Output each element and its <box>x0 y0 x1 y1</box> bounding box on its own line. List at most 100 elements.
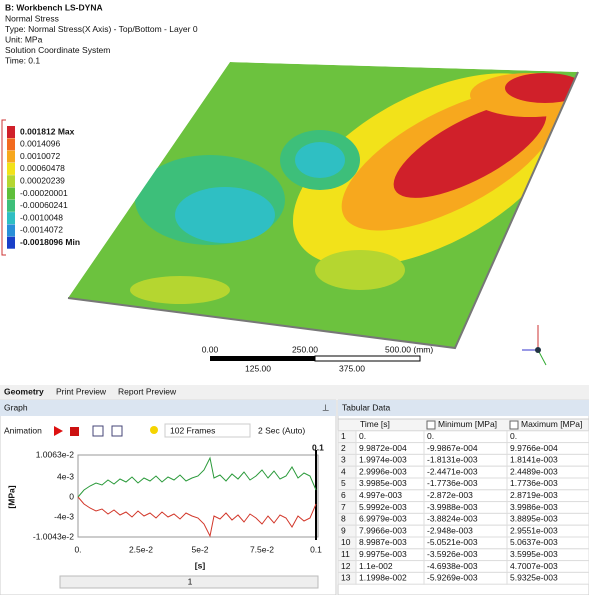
table-cell-text: -2.872e-003 <box>427 490 473 500</box>
scale-label: 250.00 <box>292 344 318 354</box>
table-cell-text: 11 <box>341 549 350 559</box>
table-cell-text: 9.9766e-004 <box>510 443 558 453</box>
table-cell-text: -3.5926e-003 <box>427 549 478 559</box>
table-cell-text: 3 <box>341 455 346 465</box>
legend-label: 0.00020239 <box>20 175 65 185</box>
scale-label: 500.00 (mm) <box>385 344 433 354</box>
legend-label: -0.0018096 Min <box>20 237 80 247</box>
graph-title: Graph <box>4 402 28 412</box>
legend-swatch <box>7 151 15 163</box>
table-cell-text: 3.8895e-003 <box>510 514 558 524</box>
info-line: Type: Normal Stress(X Axis) - Top/Bottom… <box>5 24 198 34</box>
y-tick-label: -1.0043e-2 <box>33 531 74 541</box>
legend-label: 0.0010072 <box>20 151 60 161</box>
bulb-icon[interactable] <box>150 426 158 434</box>
tab[interactable]: Report Preview <box>118 386 177 396</box>
table-cell-text: 13 <box>341 573 351 583</box>
legend-swatch <box>7 188 15 200</box>
table-cell-text: 5.0637e-003 <box>510 537 558 547</box>
table-cell <box>356 431 424 443</box>
table-cell-text: -5.0521e-003 <box>427 537 478 547</box>
table-cell-text: 4.7007e-003 <box>510 561 558 571</box>
pin-icon[interactable]: ⊥ <box>322 402 330 412</box>
info-line: Normal Stress <box>5 13 59 23</box>
legend-label: 0.0014096 <box>20 139 60 149</box>
legend-swatch <box>7 237 15 249</box>
table-cell-text: 3.5995e-003 <box>510 549 558 559</box>
column-header: Time [s] <box>360 419 390 429</box>
frames-label: 102 Frames <box>170 425 215 435</box>
legend-swatch <box>7 212 15 224</box>
x-tick-label: 5e-2 <box>191 544 208 554</box>
table-cell <box>424 431 507 443</box>
x-tick-label: 2.5e-2 <box>129 544 153 554</box>
column-checkbox[interactable] <box>427 421 435 429</box>
table-cell-text: 6 <box>341 490 346 500</box>
column-checkbox[interactable] <box>510 421 518 429</box>
table-cell-text: 10 <box>341 537 351 547</box>
animation-label: Animation <box>4 425 42 435</box>
legend-label: -0.00020001 <box>20 188 68 198</box>
cursor-label: 0.1 <box>312 442 324 452</box>
graph-header <box>0 400 336 416</box>
legend-swatch <box>7 200 15 212</box>
table-cell-text: 1.8141e-003 <box>510 455 558 465</box>
table-cell-text: -1.8131e-003 <box>427 455 478 465</box>
table-cell-text: 2.9551e-003 <box>510 525 558 535</box>
scale-label: 375.00 <box>339 363 365 373</box>
scale-bar <box>210 356 420 361</box>
legend-label: 0.00060478 <box>20 163 65 173</box>
tab[interactable]: Print Preview <box>56 386 107 396</box>
table-cell-text: 9.9872e-004 <box>359 443 407 453</box>
table-cell-text: 2.4489e-003 <box>510 466 558 476</box>
legend-swatch <box>7 224 15 236</box>
table-cell-text: 5.9992e-003 <box>359 502 407 512</box>
table-cell-text: 8 <box>341 514 346 524</box>
tab[interactable]: Geometry <box>4 386 44 396</box>
table-cell-text: 0. <box>427 431 434 441</box>
table-cell <box>507 431 589 443</box>
table-cell-text: 1.9974e-003 <box>359 455 407 465</box>
table-cell-text: -4.6938e-003 <box>427 561 478 571</box>
table-cell-text: -2.4471e-003 <box>427 466 478 476</box>
table-cell-text: 8.9987e-003 <box>359 537 407 547</box>
legend-swatch <box>7 175 15 187</box>
scale-label: 125.00 <box>245 363 271 373</box>
legend-swatch <box>7 138 15 150</box>
scale-label: 0.00 <box>202 344 219 354</box>
stop-button[interactable] <box>70 427 79 436</box>
table-cell-text: -3.9988e-003 <box>427 502 478 512</box>
table-cell-text: 7 <box>341 502 346 512</box>
screen: ⊥ Tabular DataTime [s]Minimum [MPa]Maxim… <box>0 0 589 595</box>
table-cell-text: 2 <box>341 443 346 453</box>
frame-label: 1 <box>188 576 193 586</box>
legend-label: 0.001812 Max <box>20 126 75 136</box>
viewport-title: B: Workbench LS-DYNA <box>5 2 103 12</box>
x-tick-label: 7.5e-2 <box>250 544 274 554</box>
table-cell-text: 6.9979e-003 <box>359 514 407 524</box>
table-cell-text: 0. <box>510 431 517 441</box>
y-tick-label: -4e-3 <box>54 511 74 521</box>
x-tick-label: 0. <box>74 544 81 554</box>
table-title: Tabular Data <box>342 402 390 412</box>
table-cell-text: -3.8824e-003 <box>427 514 478 524</box>
table-cell-text: 2.8719e-003 <box>510 490 558 500</box>
legend-swatch <box>7 163 15 175</box>
table-cell-text: 5.9325e-003 <box>510 573 558 583</box>
y-tick-label: 0 <box>69 491 74 501</box>
info-line: Solution Coordinate System <box>5 45 110 55</box>
table-cell-text: 3.9985e-003 <box>359 478 407 488</box>
y-tick-label: 4e-3 <box>57 471 74 481</box>
info-line: Time: 0.1 <box>5 55 40 65</box>
legend-label: -0.0014072 <box>20 225 63 235</box>
table-cell-text: 1.1e-002 <box>359 561 393 571</box>
column-header: Minimum [MPa] <box>438 419 497 429</box>
table-cell-text: 1.7736e-003 <box>510 478 558 488</box>
table-cell-text: -2.948e-003 <box>427 525 473 535</box>
table-cell-text: 9.9975e-003 <box>359 549 407 559</box>
legend-swatch <box>7 126 15 138</box>
table-cell-text: 12 <box>341 561 351 571</box>
table-cell-text: 0. <box>359 431 366 441</box>
table-cell-text: 4.997e-003 <box>359 490 402 500</box>
